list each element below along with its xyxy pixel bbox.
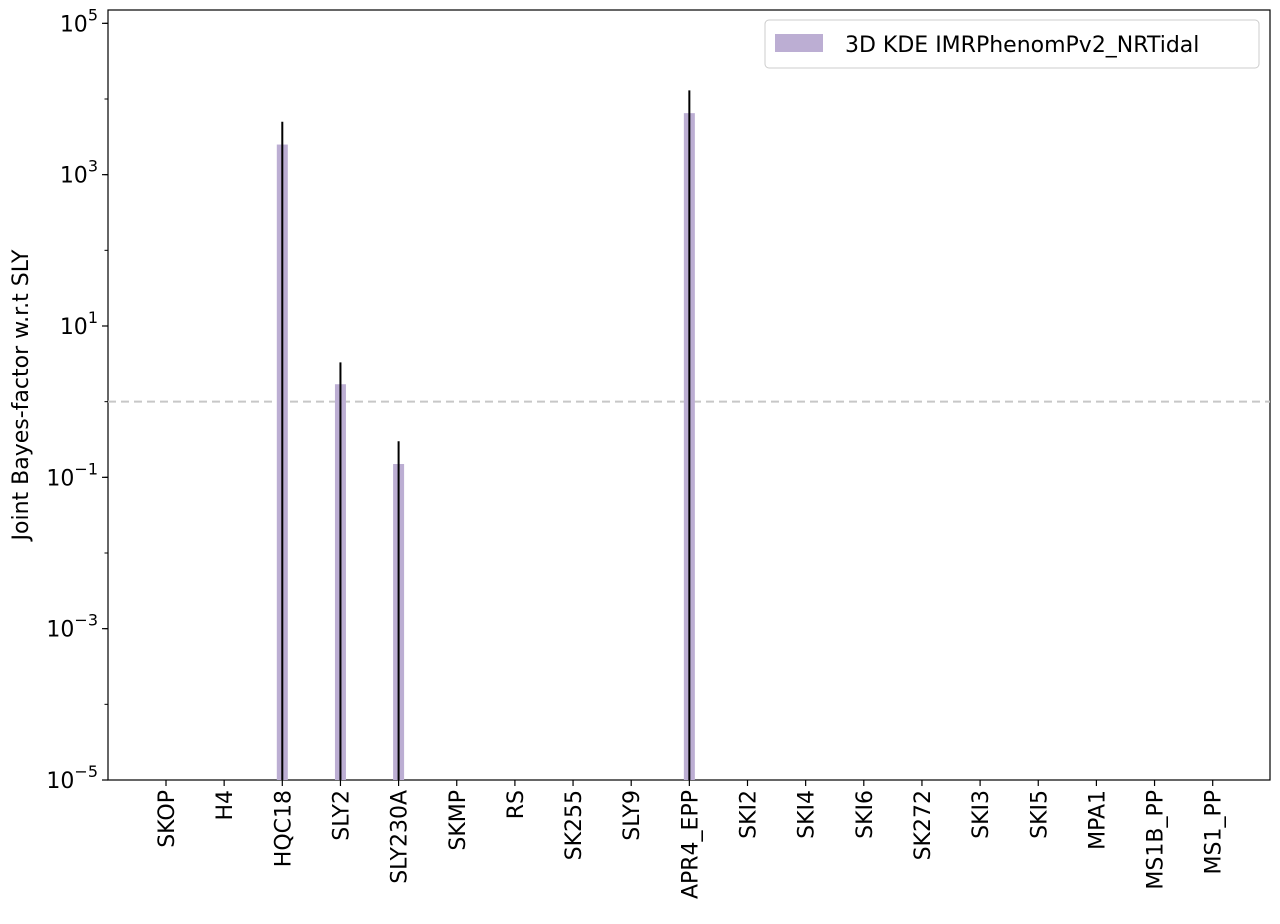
- y-tick-label: 10−1: [46, 459, 98, 491]
- legend-label: 3D KDE IMRPhenomPv2_NRTidal: [845, 33, 1199, 58]
- x-tick-label-MPA1: MPA1: [1085, 790, 1110, 850]
- x-tick-label-MS1B_PP: MS1B_PP: [1144, 790, 1169, 890]
- legend-box: [764, 19, 1260, 69]
- x-tick-label-SK255: SK255: [562, 790, 587, 860]
- x-tick-label-MS1_PP: MS1_PP: [1202, 790, 1227, 874]
- x-tick-label-H4: H4: [213, 790, 238, 821]
- y-axis-title: Joint Bayes-factor w.r.t SLY: [9, 249, 34, 543]
- y-axis: 105 103 101 10−1 10−3 10−5: [46, 5, 108, 794]
- x-tick-label-HQC18: HQC18: [271, 790, 296, 867]
- x-tick-label-SK272: SK272: [911, 790, 936, 860]
- x-tick-label-SKI3: SKI3: [969, 790, 994, 839]
- x-tick-label-SLY9: SLY9: [620, 790, 645, 841]
- y-tick-label: 101: [60, 308, 98, 340]
- legend-swatch: [775, 34, 823, 52]
- x-axis: SKOP H4 HQC18 SLY2 SLY230A SKMP RS SK255 SLY9 APR…: [155, 780, 1227, 899]
- x-tick-label-SKOP: SKOP: [155, 790, 180, 848]
- x-tick-label-RS: RS: [504, 790, 529, 819]
- y-tick-label: 103: [60, 157, 98, 189]
- y-tick-label: 105: [60, 5, 98, 37]
- x-tick-label-SLY2: SLY2: [329, 790, 354, 841]
- error-bars: [281, 90, 691, 780]
- legend: 3D KDE IMRPhenomPv2_NRTidal: [764, 19, 1260, 69]
- x-tick-label-SKI2: SKI2: [737, 790, 762, 839]
- y-tick-label: 10−3: [46, 611, 98, 643]
- x-tick-label-SKI5: SKI5: [1027, 790, 1052, 839]
- x-tick-label-SLY230A: SLY230A: [388, 790, 413, 884]
- x-tick-label-SKI4: SKI4: [795, 790, 820, 839]
- y-tick-label: 10−5: [46, 762, 98, 794]
- x-tick-label-SKMP: SKMP: [446, 790, 471, 851]
- x-tick-label-SKI6: SKI6: [853, 790, 878, 839]
- x-tick-label-APR4_EPP: APR4_EPP: [678, 790, 703, 899]
